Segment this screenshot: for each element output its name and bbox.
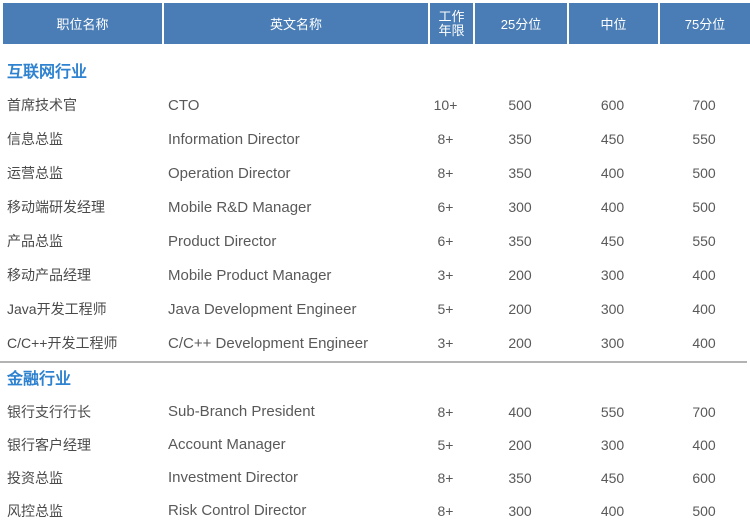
section-divider — [0, 361, 747, 363]
median-cell: 300 — [600, 267, 625, 283]
table-row: 投资总监 Investment Director 8+ 350 450 600 — [0, 461, 750, 494]
p75-cell: 550 — [692, 233, 716, 249]
p75-cell: 400 — [692, 436, 716, 453]
work-years-cell: 8+ — [437, 502, 454, 519]
position-cell: C/C++开发工程师 — [7, 335, 118, 351]
p25-cell: 200 — [508, 301, 532, 317]
p25-cell: 200 — [508, 267, 532, 283]
p75-cell: 400 — [692, 335, 716, 351]
p25-cell: 350 — [508, 165, 532, 181]
position-cell: 移动产品经理 — [7, 267, 91, 283]
work-years-cell: 8+ — [437, 165, 454, 181]
salary-table-page: 职位名称 英文名称 工作年限 25分位 中位 75分位 互联网行业首席技术官 CT… — [0, 3, 750, 532]
work-years-cell: 8+ — [437, 131, 454, 147]
work-years-cell: 6+ — [437, 233, 454, 249]
english-name-cell: Risk Control Director — [168, 502, 307, 519]
median-cell: 550 — [600, 403, 625, 420]
table-row: Java开发工程师 Java Development Engineer 5+ 200 3… — [0, 292, 750, 326]
column-header-median: 中位 — [567, 3, 658, 44]
english-name-cell: Product Director — [168, 232, 277, 250]
position-cell: 产品总监 — [7, 233, 63, 249]
table-row: 银行客户经理 Account Manager 5+ 200 300 400 — [0, 428, 750, 461]
median-cell: 300 — [600, 436, 625, 453]
p25-cell: 350 — [508, 469, 532, 486]
table-row: 首席技术官 CTO 10+ 500 600 700 — [0, 88, 750, 122]
english-name-cell: Mobile R&D Manager — [168, 198, 312, 216]
p25-cell: 200 — [508, 436, 532, 453]
work-years-cell: 8+ — [437, 469, 454, 486]
column-header-25th-percentile: 25分位 — [473, 3, 567, 44]
p25-cell: 300 — [508, 199, 532, 215]
median-cell: 300 — [600, 301, 625, 317]
p75-cell: 600 — [692, 469, 716, 486]
english-name-cell: Information Director — [168, 130, 300, 148]
p25-cell: 350 — [508, 233, 532, 249]
p75-cell: 400 — [692, 301, 716, 317]
p75-cell: 500 — [692, 199, 716, 215]
median-cell: 450 — [600, 131, 625, 147]
median-cell: 300 — [600, 335, 625, 351]
table-row: 移动产品经理 Mobile Product Manager 3+ 200 300 400 — [0, 258, 750, 292]
p25-cell: 200 — [508, 335, 532, 351]
p75-cell: 500 — [692, 165, 716, 181]
p25-cell: 350 — [508, 131, 532, 147]
median-cell: 450 — [600, 469, 625, 486]
column-header-work-years-label: 工作年限 — [438, 8, 465, 38]
column-header-75th-percentile: 75分位 — [658, 3, 750, 44]
work-years-cell: 5+ — [437, 436, 454, 453]
section-title-internet: 互联网行业 — [7, 64, 88, 81]
column-header-position-name: 职位名称 — [0, 3, 162, 44]
table-row: 运营总监 Operation Director 8+ 350 400 500 — [0, 156, 750, 190]
median-cell: 400 — [600, 199, 625, 215]
english-name-cell: Mobile Product Manager — [168, 266, 332, 284]
p75-cell: 500 — [692, 502, 716, 519]
section-title-finance: 金融行业 — [7, 371, 72, 388]
english-name-cell: Operation Director — [168, 164, 291, 182]
work-years-cell: 5+ — [437, 301, 454, 317]
english-name-cell: C/C++ Development Engineer — [168, 334, 369, 352]
column-header-work-years: 工作年限 — [428, 3, 473, 44]
position-cell: 银行客户经理 — [7, 436, 91, 453]
section-rows-finance: 银行支行行长 Sub-Branch President 8+ 400 550 700 银行客… — [0, 395, 750, 527]
p25-cell: 500 — [508, 97, 532, 113]
section-rows-internet: 首席技术官 CTO 10+ 500 600 700 信息总监 Information Dire… — [0, 88, 750, 360]
english-name-cell: Java Development Engineer — [168, 300, 357, 318]
table-header-row: 职位名称 英文名称 工作年限 25分位 中位 75分位 — [0, 3, 750, 44]
table-row: 信息总监 Information Director 8+ 350 450 550 — [0, 122, 750, 156]
position-cell: 投资总监 — [7, 469, 63, 486]
work-years-cell: 6+ — [437, 199, 454, 215]
work-years-cell: 8+ — [437, 403, 454, 420]
median-cell: 450 — [600, 233, 625, 249]
english-name-cell: CTO — [168, 96, 200, 114]
column-header-english-name: 英文名称 — [162, 3, 428, 44]
english-name-cell: Account Manager — [168, 436, 286, 453]
p75-cell: 550 — [692, 131, 716, 147]
table-row: 银行支行行长 Sub-Branch President 8+ 400 550 700 — [0, 395, 750, 428]
position-cell: Java开发工程师 — [7, 301, 107, 317]
work-years-cell: 3+ — [437, 335, 454, 351]
p75-cell: 400 — [692, 267, 716, 283]
p75-cell: 700 — [692, 403, 716, 420]
english-name-cell: Investment Director — [168, 469, 299, 486]
position-cell: 首席技术官 — [7, 97, 77, 113]
median-cell: 400 — [600, 165, 625, 181]
work-years-cell: 10+ — [433, 97, 458, 113]
position-cell: 信息总监 — [7, 131, 63, 147]
p75-cell: 700 — [692, 97, 716, 113]
table-row: 风控总监 Risk Control Director 8+ 300 400 500 — [0, 494, 750, 527]
position-cell: 风控总监 — [7, 502, 63, 519]
p25-cell: 400 — [508, 403, 532, 420]
table-row: C/C++开发工程师 C/C++ Development Engineer 3+ 20… — [0, 326, 750, 360]
table-body: 互联网行业首席技术官 CTO 10+ 500 600 700 信息总监 Information… — [0, 58, 750, 527]
median-cell: 400 — [600, 502, 625, 519]
english-name-cell: Sub-Branch President — [168, 403, 315, 420]
median-cell: 600 — [600, 97, 625, 113]
p25-cell: 300 — [508, 502, 532, 519]
position-cell: 银行支行行长 — [7, 403, 91, 420]
table-row: 产品总监 Product Director 6+ 350 450 550 — [0, 224, 750, 258]
position-cell: 移动端研发经理 — [7, 199, 105, 215]
work-years-cell: 3+ — [437, 267, 454, 283]
table-row: 移动端研发经理 Mobile R&D Manager 6+ 300 400 500 — [0, 190, 750, 224]
position-cell: 运营总监 — [7, 165, 63, 181]
